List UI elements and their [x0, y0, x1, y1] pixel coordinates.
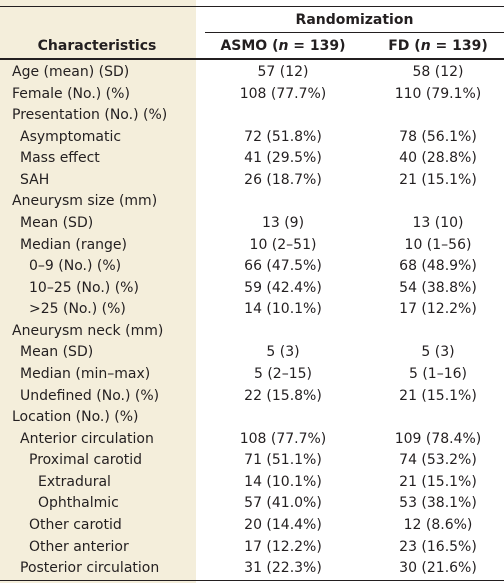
cell-value: 21 (15.1%) [399, 387, 477, 404]
cell-value: 66 (47.5%) [244, 258, 322, 275]
row-label: 0–9 (No.) (%) [29, 258, 122, 275]
cell-value: 12 (8.6%) [403, 516, 473, 533]
header-part: n [420, 38, 431, 54]
row-label: Proximal carotid [29, 452, 143, 469]
cell-value: 31 (22.3%) [244, 560, 322, 577]
top-rule [0, 6, 504, 7]
row-label: Median (range) [20, 236, 128, 253]
cell-value: 54 (38.8%) [399, 279, 477, 296]
cell-value: 40 (28.8%) [399, 150, 477, 167]
row-label: Other carotid [29, 516, 122, 533]
cell-value: 17 (12.2%) [399, 301, 477, 318]
cell-value: 110 (79.1%) [394, 85, 482, 102]
row-label: Extradural [38, 473, 111, 490]
cell-value: 5 (3) [266, 344, 300, 361]
label-column-shade [0, 0, 196, 583]
cell-value: 68 (48.9%) [399, 258, 477, 275]
row-label: Location (No.) (%) [12, 409, 139, 426]
header-part: = 139) [288, 38, 346, 54]
column-header: Characteristics [37, 38, 157, 54]
cell-value: 71 (51.1%) [244, 452, 322, 469]
cell-value: 59 (42.4%) [244, 279, 322, 296]
cell-value: 14 (10.1%) [244, 473, 322, 490]
cell-value: 78 (56.1%) [399, 128, 477, 145]
column-header: FD (n = 139) [372, 37, 504, 55]
row-label: Mean (SD) [20, 344, 94, 361]
bottom-rule [0, 580, 504, 581]
cell-value: 108 (77.7%) [239, 430, 327, 447]
row-label: Undefined (No.) (%) [20, 387, 160, 404]
header-part: = 139) [430, 38, 488, 54]
row-label: 10–25 (No.) (%) [29, 279, 139, 296]
cell-value: 74 (53.2%) [399, 452, 477, 469]
cell-value: 30 (21.6%) [399, 560, 477, 577]
row-label: Median (min–max) [20, 365, 151, 382]
row-label: Mass effect [20, 150, 100, 167]
cell-value: 53 (38.1%) [399, 495, 477, 512]
row-label: Other anterior [29, 538, 129, 555]
column-header: ASMO (n = 139) [210, 37, 356, 55]
group-rule [205, 32, 504, 33]
cell-value: 5 (3) [421, 344, 455, 361]
cell-value: 109 (78.4%) [394, 430, 482, 447]
cell-value: 14 (10.1%) [244, 301, 322, 318]
row-label: >25 (No.) (%) [29, 301, 126, 318]
cell-value: 17 (12.2%) [244, 538, 322, 555]
row-label: Anterior circulation [20, 430, 154, 447]
row-label: SAH [20, 171, 50, 188]
row-label: Posterior circulation [20, 560, 160, 577]
row-label: Mean (SD) [20, 214, 94, 231]
cell-value: 21 (15.1%) [399, 171, 477, 188]
cell-value: 41 (29.5%) [244, 150, 322, 167]
row-label: Asymptomatic [20, 128, 122, 145]
cell-value: 58 (12) [412, 64, 464, 80]
header-rule [0, 58, 504, 60]
cell-value: 10 (1–56) [404, 236, 472, 253]
header-part: FD ( [388, 38, 421, 54]
row-label: Ophthalmic [38, 495, 119, 512]
cell-value: 5 (2–15) [253, 365, 312, 382]
cell-value: 5 (1–16) [408, 365, 467, 382]
cell-value: 108 (77.7%) [239, 85, 327, 102]
cell-value: 21 (15.1%) [399, 473, 477, 490]
cell-value: 13 (9) [261, 214, 305, 231]
cell-value: 57 (41.0%) [244, 495, 322, 512]
cell-value: 26 (18.7%) [244, 171, 322, 188]
header-part: ASMO ( [220, 38, 279, 54]
cell-value: 72 (51.8%) [244, 128, 322, 145]
row-label: Female (No.) (%) [12, 85, 130, 102]
row-label: Presentation (No.) (%) [12, 107, 168, 124]
row-label: Age (mean) (SD) [12, 64, 130, 80]
cell-value: 20 (14.4%) [244, 516, 322, 533]
row-label: Aneurysm neck (mm) [12, 322, 164, 339]
cell-value: 57 (12) [257, 64, 309, 80]
header-part: n [278, 38, 289, 54]
cell-value: 22 (15.8%) [244, 387, 322, 404]
group-header: Randomization [295, 12, 414, 28]
row-label: Aneurysm size (mm) [12, 193, 158, 210]
cell-value: 13 (10) [412, 214, 464, 231]
cell-value: 10 (2–51) [249, 236, 317, 253]
cell-value: 23 (16.5%) [399, 538, 477, 555]
